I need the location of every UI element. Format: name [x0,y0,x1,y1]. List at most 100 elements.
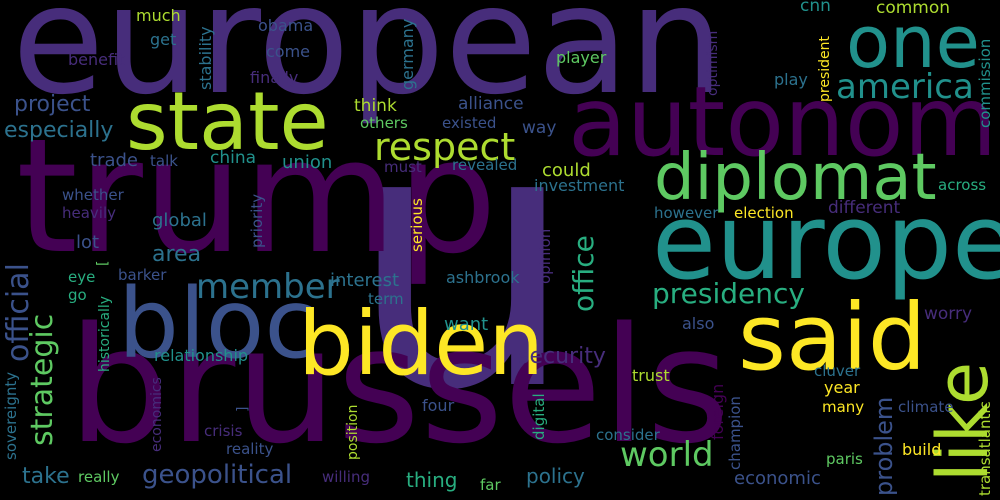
word-world: world [620,435,714,475]
word-however: however [654,204,719,222]
word-optimism: optimism [705,30,721,96]
word-respect: respect [374,125,516,169]
word-office: office [567,235,600,312]
word-state: state [126,75,329,168]
word-brussels: brussels [68,292,730,479]
word-player: player [556,48,607,67]
word-position: position [345,404,361,460]
word-champion: champion [726,396,744,470]
word-historically: historically [97,295,113,372]
word-also: also [682,314,715,333]
word-u: u [348,50,577,469]
word-talk: talk [150,152,178,170]
word-different: different [828,198,901,218]
word-paris: paris [826,450,863,468]
word-whether: whether [62,186,124,204]
word-relationship: relationship [154,346,249,365]
word-transatlantic: transatlantic [976,401,994,496]
word-policy: policy [526,464,585,488]
word-interest: interest [330,270,400,291]
word-european: european [12,0,724,128]
word-germany: germany [398,18,417,90]
word-said: said [738,284,927,391]
word-eye: eye [68,268,96,286]
word-global: global [152,210,207,231]
word-problem: problem [870,396,898,496]
word-sovereignty: sovereignty [2,371,20,460]
word-want: want [444,314,489,335]
word-china: china [210,148,257,168]
word-bracket-close: ] [235,406,251,412]
word-cnn: cnn [800,0,831,16]
word-investment: investment [534,176,625,195]
word-diplomat: diplomat [654,141,937,215]
word-get: get [150,30,177,49]
word-go: go [68,286,87,304]
word-come: come [266,42,311,61]
word-crisis: crisis [204,422,243,440]
word-must: must [384,158,422,176]
word-willing: willing [322,468,370,486]
word-security: security [518,344,606,369]
word-opinion: opinion [536,228,554,284]
word-think: think [354,96,397,116]
word-ashbrook: ashbrook [446,268,520,287]
word-serious: serious [408,198,426,252]
word-finally: finally [250,68,299,87]
word-foreign: foreign [708,383,727,440]
word-trust: trust [632,366,670,385]
word-benefit: benefit [68,50,125,69]
word-presidency: presidency [652,277,805,310]
word-reality: reality [226,440,274,458]
word-barker: barker [118,266,167,284]
word-revealed: revealed [452,156,518,174]
word-bracket-open: [ [95,260,111,266]
word-existed: existed [442,114,497,132]
word-common: common [876,0,951,18]
word-election: election [734,204,794,222]
word-way: way [522,118,557,138]
word-digital: digital [530,393,548,440]
word-much: much [136,6,181,25]
word-member: member [196,267,340,307]
word-really: really [78,468,120,486]
word-could: could [542,160,591,181]
word-trump: trump [16,105,498,289]
word-europe: europe [652,181,1000,303]
word-lot: lot [76,232,100,253]
word-strategic: strategic [25,313,60,446]
word-many: many [822,398,865,416]
word-trade: trade [90,150,138,171]
word-others: others [360,114,408,132]
word-four: four [422,396,455,415]
word-cluver: cluver [814,362,861,380]
word-autonomy: autonomy [568,66,1000,178]
word-term: term [368,290,404,308]
word-especially: especially [4,118,114,143]
word-commission: commission [976,38,994,128]
word-stability: stability [196,26,215,90]
word-union: union [282,152,333,173]
word-climate: climate [898,398,954,416]
word-project: project [14,92,91,117]
word-thing: thing [406,468,458,492]
word-one: one [846,0,980,84]
word-take: take [22,464,70,489]
word-alliance: alliance [458,94,524,114]
word-consider: consider [596,426,660,444]
word-across: across [938,176,987,194]
word-heavily: heavily [62,204,117,222]
word-worry: worry [924,304,973,324]
word-area: area [152,242,202,267]
word-president: president [817,36,833,102]
word-biden: biden [298,292,545,395]
word-bloc: bloc [118,268,318,380]
word-year: year [824,378,860,397]
word-priority: priority [248,193,266,248]
word-economics: economics [149,377,165,452]
word-play: play [774,70,808,89]
word-far: far [480,476,501,494]
word-america: america [836,67,974,107]
word-economic: economic [734,468,821,489]
